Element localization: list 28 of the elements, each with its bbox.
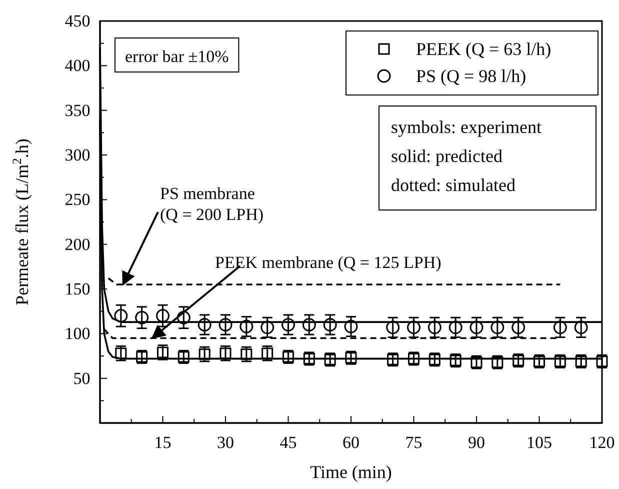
note-box: error bar ±10% [114,38,240,72]
note-box: symbols: experiment solid: predicted dotted: simulated [378,106,596,210]
x-tick-label: 30 [217,433,234,452]
y-tick-label: 150 [64,279,90,298]
legend-label: PEEK (Q = 63 l/h) [416,39,552,59]
annotation: PEEK membrane (Q = 125 LPH) [215,253,442,272]
y-tick-label: 100 [64,324,90,344]
x-axis-title: Time (min) [310,462,392,482]
y-tick-label: 350 [64,100,90,120]
y-tick-label: 50 [73,368,90,388]
x-tick-label: 15 [154,433,172,452]
x-tick-label: 105 [526,433,552,452]
x-tick-label: 45 [280,433,297,452]
x-tick-label: 60 [342,433,360,452]
y-tick-label: 450 [64,11,90,30]
y-tick-label: 250 [64,190,90,210]
annotation: PS membrane (Q = 200 LPH) [160,184,264,224]
x-tick-label: 90 [468,433,485,452]
annotation: symbols: experiment [391,117,542,137]
annotation: dotted: simulated [391,175,516,195]
x-tick-label: 75 [405,433,422,452]
x-tick-label: 120 [589,433,615,452]
annotation: error bar ±10% [125,47,229,66]
annotation: solid: predicted [391,146,502,166]
legend-label: PS (Q = 98 l/h) [416,66,526,86]
y-tick-label: 400 [64,56,90,76]
y-tick-label: 300 [64,145,90,164]
y-tick-label: 200 [64,234,90,254]
